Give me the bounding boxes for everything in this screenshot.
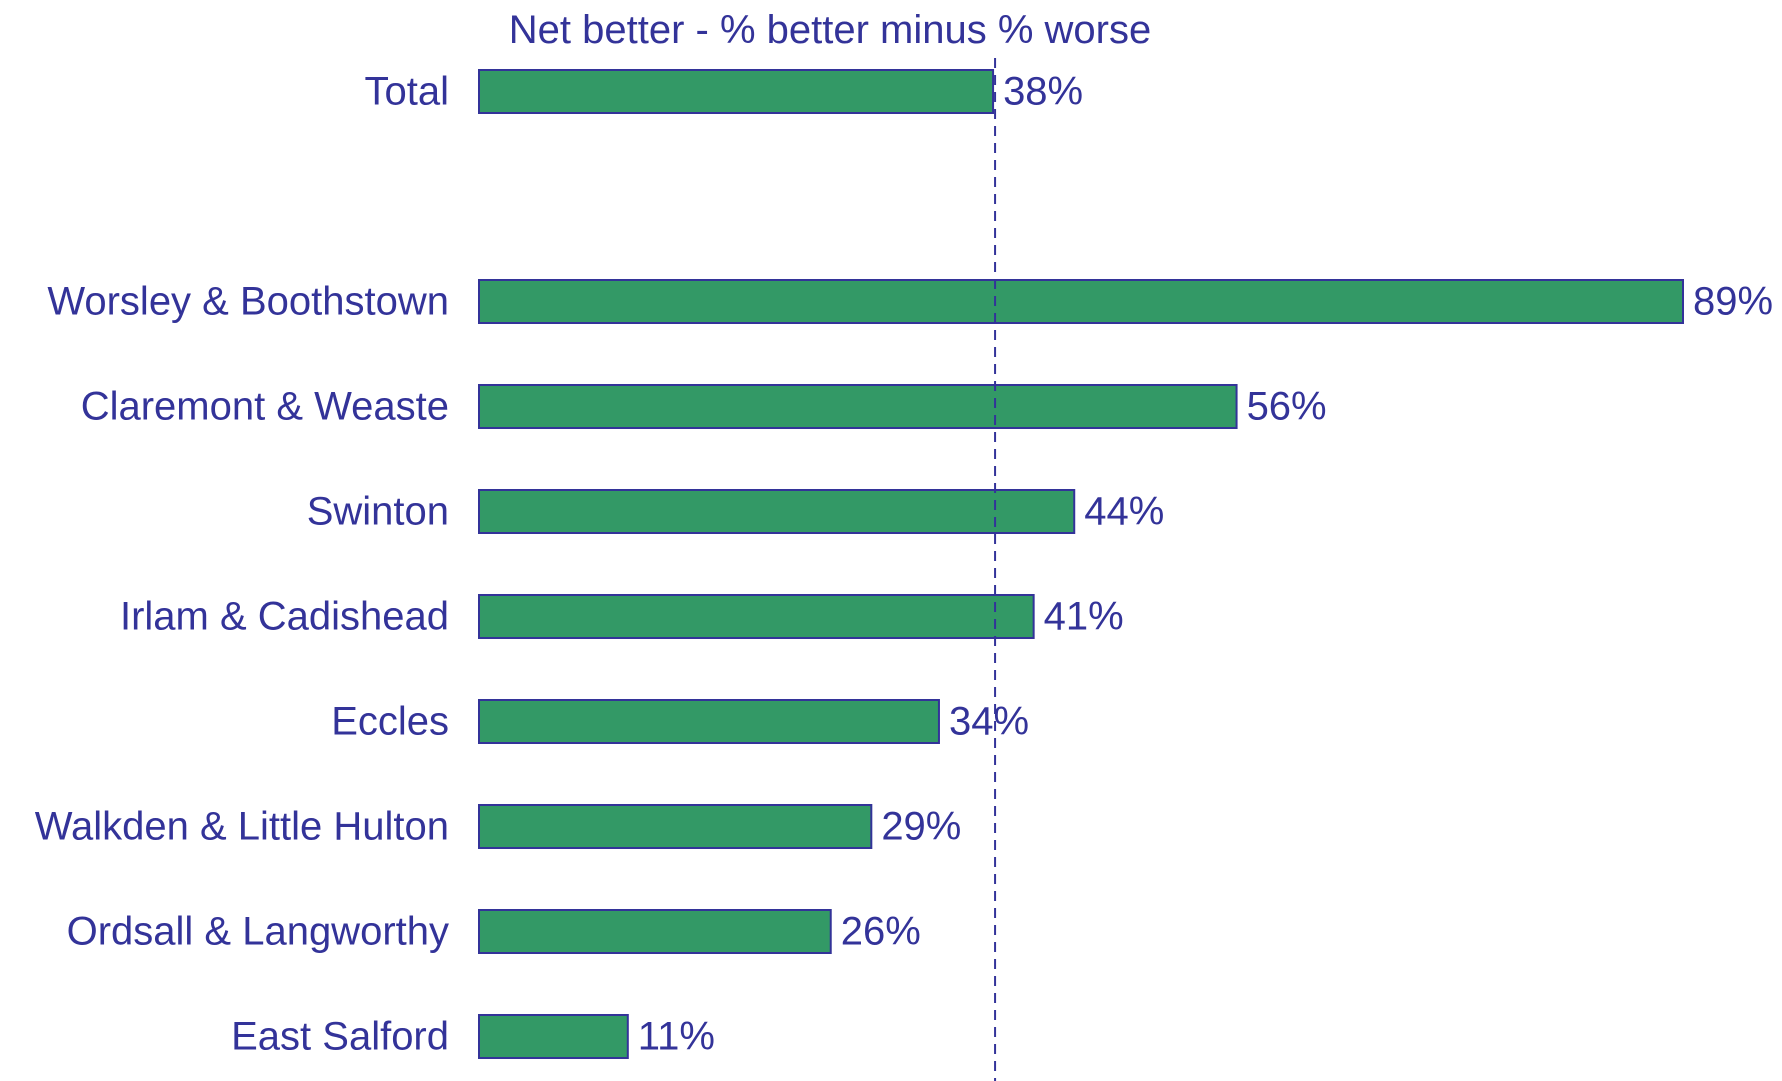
value-label-eccles: 34% bbox=[949, 700, 1029, 744]
category-label-total: Total bbox=[365, 70, 450, 114]
value-label-east-salford: 11% bbox=[638, 1015, 715, 1059]
value-label-ordsall-langworthy: 26% bbox=[841, 910, 921, 954]
value-label-irlam-cadishead: 41% bbox=[1044, 595, 1124, 639]
bar-eccles bbox=[478, 699, 940, 744]
bar-walkden-little-hulton bbox=[478, 804, 873, 849]
value-label-walkden-little-hulton: 29% bbox=[881, 805, 961, 849]
value-label-worsley-boothstown: 89% bbox=[1693, 280, 1773, 324]
category-label-claremont-weaste: Claremont & Weaste bbox=[81, 385, 449, 429]
bar-worsley-boothstown bbox=[478, 279, 1684, 324]
value-label-claremont-weaste: 56% bbox=[1247, 385, 1327, 429]
bar-east-salford bbox=[478, 1014, 629, 1059]
category-label-eccles: Eccles bbox=[331, 700, 449, 744]
category-label-ordsall-langworthy: Ordsall & Langworthy bbox=[67, 910, 449, 954]
bar-swinton bbox=[478, 489, 1076, 534]
bar-total bbox=[478, 69, 995, 114]
chart-title: Net better - % better minus % worse bbox=[509, 8, 1151, 52]
bars-layer: Total 38% Worsley & Boothstown 89% Claremont… bbox=[35, 69, 1773, 1059]
category-label-swinton: Swinton bbox=[307, 490, 449, 534]
value-label-swinton: 44% bbox=[1084, 490, 1164, 534]
category-label-worsley-boothstown: Worsley & Boothstown bbox=[47, 280, 449, 324]
category-label-walkden-little-hulton: Walkden & Little Hulton bbox=[35, 805, 449, 849]
bar-irlam-cadishead bbox=[478, 594, 1035, 639]
bar-claremont-weaste bbox=[478, 384, 1238, 429]
category-label-east-salford: East Salford bbox=[231, 1015, 449, 1059]
bar-ordsall-langworthy bbox=[478, 909, 832, 954]
category-label-irlam-cadishead: Irlam & Cadishead bbox=[120, 595, 449, 639]
value-label-total: 38% bbox=[1003, 70, 1083, 114]
